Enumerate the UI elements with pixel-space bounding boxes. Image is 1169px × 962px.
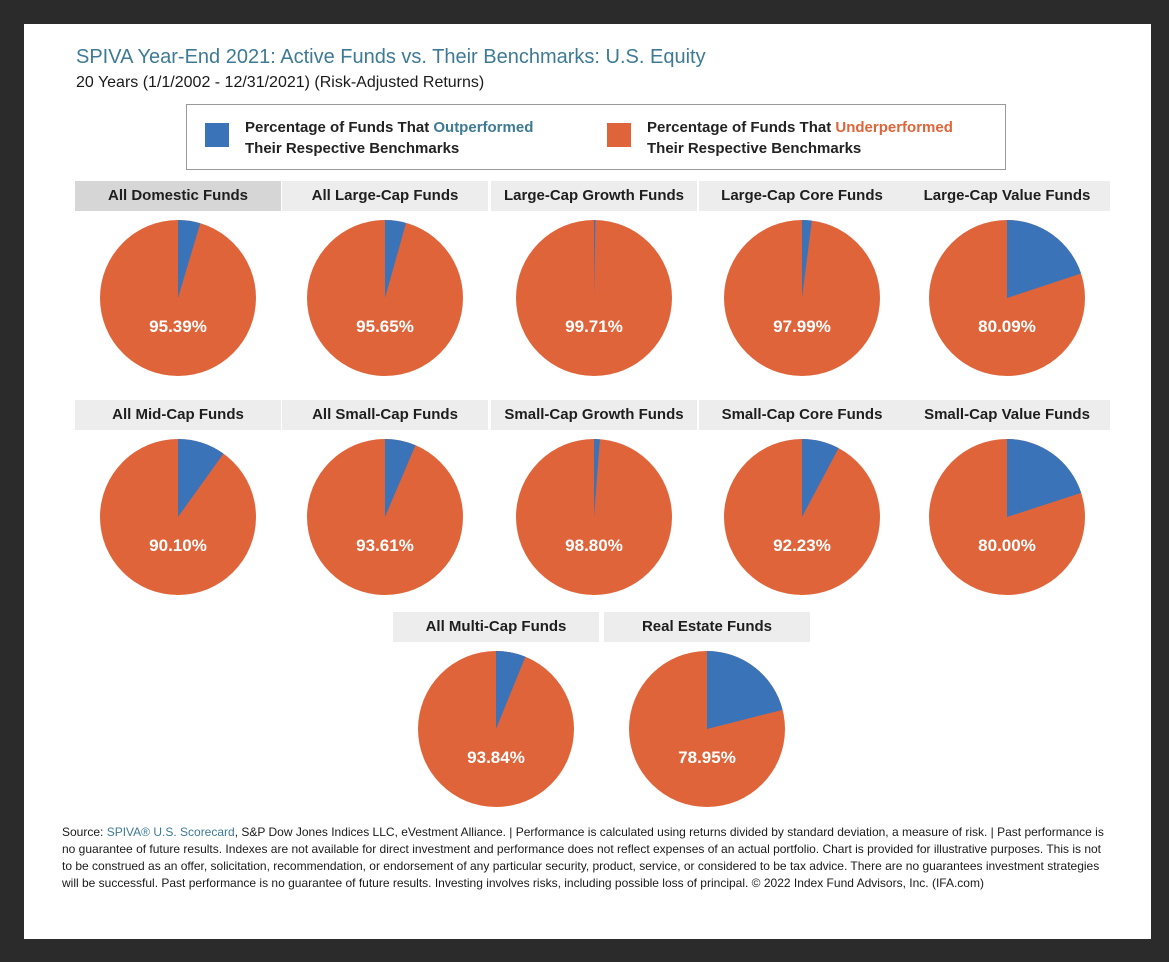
pie-all-large-cap-funds: 95.65% xyxy=(307,220,463,376)
pie-value-label: 97.99% xyxy=(773,317,831,336)
pie-value-label: 93.84% xyxy=(467,748,525,767)
pie-slice-outperformed xyxy=(707,651,783,729)
pie-value-label: 92.23% xyxy=(773,536,831,555)
pie-value-label: 95.39% xyxy=(149,317,207,336)
pie-title-all-small-cap-funds: All Small-Cap Funds xyxy=(282,400,488,430)
pie-title-large-cap-core-funds: Large-Cap Core Funds xyxy=(699,181,905,211)
pie-large-cap-growth-funds: 99.71% xyxy=(516,220,672,376)
pie-title-large-cap-growth-funds: Large-Cap Growth Funds xyxy=(491,181,697,211)
pie-slice-outperformed xyxy=(385,220,407,298)
pie-title-all-multi-cap-funds: All Multi-Cap Funds xyxy=(393,612,599,642)
pie-slice-outperformed xyxy=(178,220,201,298)
pie-slice-outperformed xyxy=(594,220,596,298)
pie-all-multi-cap-funds: 93.84% xyxy=(418,651,574,807)
legend-swatch-outperformed xyxy=(205,123,229,147)
source-note: Source: SPIVA® U.S. Scorecard, S&P Dow J… xyxy=(62,824,1114,892)
legend-outperformed-line2: Their Respective Benchmarks xyxy=(245,140,460,157)
pie-title-all-mid-cap-funds: All Mid-Cap Funds xyxy=(75,400,281,430)
legend-underperformed-prefix: Percentage of Funds That xyxy=(647,119,836,136)
pie-value-label: 90.10% xyxy=(149,536,207,555)
pie-small-cap-value-funds: 80.00% xyxy=(929,439,1085,595)
pie-title-all-large-cap-funds: All Large-Cap Funds xyxy=(282,181,488,211)
pie-slice-outperformed xyxy=(178,439,224,517)
pie-slice-outperformed xyxy=(385,439,416,517)
pie-large-cap-core-funds: 97.99% xyxy=(724,220,880,376)
legend: Percentage of Funds That Outperformed Th… xyxy=(186,104,1006,170)
pie-all-small-cap-funds: 93.61% xyxy=(307,439,463,595)
chart-subtitle: 20 Years (1/1/2002 - 12/31/2021) (Risk-A… xyxy=(76,74,485,91)
legend-outperformed-prefix: Percentage of Funds That xyxy=(245,119,434,136)
source-link[interactable]: SPIVA® U.S. Scorecard xyxy=(106,825,235,839)
pie-title-real-estate-funds: Real Estate Funds xyxy=(604,612,810,642)
chart-title: SPIVA Year-End 2021: Active Funds vs. Th… xyxy=(76,46,706,68)
pie-value-label: 80.09% xyxy=(978,317,1036,336)
pie-title-small-cap-value-funds: Small-Cap Value Funds xyxy=(904,400,1110,430)
pie-all-domestic-funds: 95.39% xyxy=(100,220,256,376)
pie-value-label: 95.65% xyxy=(356,317,414,336)
pie-slice-outperformed xyxy=(802,220,812,298)
pie-grid: 95.39% 95.65% 99.71% 97.99% 80.09% 90.10% 93.6… xyxy=(100,220,1085,807)
pie-title-large-cap-value-funds: Large-Cap Value Funds xyxy=(904,181,1110,211)
pie-title-small-cap-core-funds: Small-Cap Core Funds xyxy=(699,400,905,430)
source-text: , S&P Dow Jones Indices LLC, eVestment A… xyxy=(62,825,1104,890)
pie-value-label: 99.71% xyxy=(565,317,623,336)
pie-small-cap-growth-funds: 98.80% xyxy=(516,439,672,595)
legend-underperformed-highlight: Underperformed xyxy=(835,119,953,136)
pie-value-label: 93.61% xyxy=(356,536,414,555)
pie-slice-outperformed xyxy=(594,439,600,517)
pie-large-cap-value-funds: 80.09% xyxy=(929,220,1085,376)
pie-value-label: 98.80% xyxy=(565,536,623,555)
pie-real-estate-funds: 78.95% xyxy=(629,651,785,807)
pie-title-small-cap-growth-funds: Small-Cap Growth Funds xyxy=(491,400,697,430)
pie-value-label: 80.00% xyxy=(978,536,1036,555)
legend-swatch-underperformed xyxy=(607,123,631,147)
pie-title-all-domestic-funds: All Domestic Funds xyxy=(75,181,281,211)
source-prefix: Source: xyxy=(62,825,107,839)
chart-card: SPIVA Year-End 2021: Active Funds vs. Th… xyxy=(24,24,1151,939)
legend-underperformed-line2: Their Respective Benchmarks xyxy=(647,140,862,157)
pie-slice-outperformed xyxy=(1007,220,1082,298)
pie-slice-outperformed xyxy=(1007,439,1082,517)
legend-outperformed-highlight: Outperformed xyxy=(433,119,534,136)
pie-slice-outperformed xyxy=(496,651,526,729)
pie-slice-outperformed xyxy=(802,439,839,517)
pie-all-mid-cap-funds: 90.10% xyxy=(100,439,256,595)
pie-value-label: 78.95% xyxy=(678,748,736,767)
pie-small-cap-core-funds: 92.23% xyxy=(724,439,880,595)
